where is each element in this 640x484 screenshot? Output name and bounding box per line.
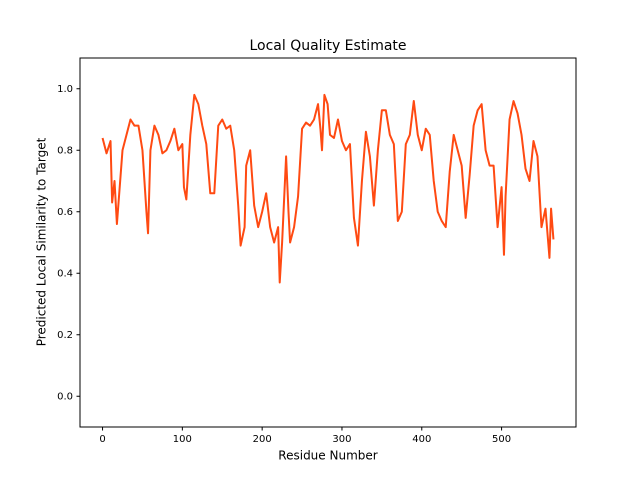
y-tick-label: 0.4: [57, 268, 73, 279]
x-tick-label: 0: [99, 434, 105, 445]
x-tick-label: 500: [492, 434, 511, 445]
x-tick-label: 300: [332, 434, 351, 445]
y-tick-label: 0.6: [57, 207, 73, 218]
y-tick-label: 0.2: [57, 330, 73, 341]
axes-frame: [79, 57, 577, 428]
x-tick-label: 400: [412, 434, 431, 445]
y-tick-label: 1.0: [57, 84, 73, 95]
y-tick-label: 0.0: [57, 391, 73, 402]
data-line: [101, 93, 555, 284]
y-axis-label: Predicted Local Similarity to Target: [35, 137, 49, 346]
y-tick-label: 0.8: [57, 145, 73, 156]
x-axis-label: Residue Number: [278, 449, 377, 463]
chart-title: Local Quality Estimate: [249, 38, 406, 54]
x-tick-label: 100: [173, 434, 192, 445]
x-tick-label: 200: [253, 434, 272, 445]
